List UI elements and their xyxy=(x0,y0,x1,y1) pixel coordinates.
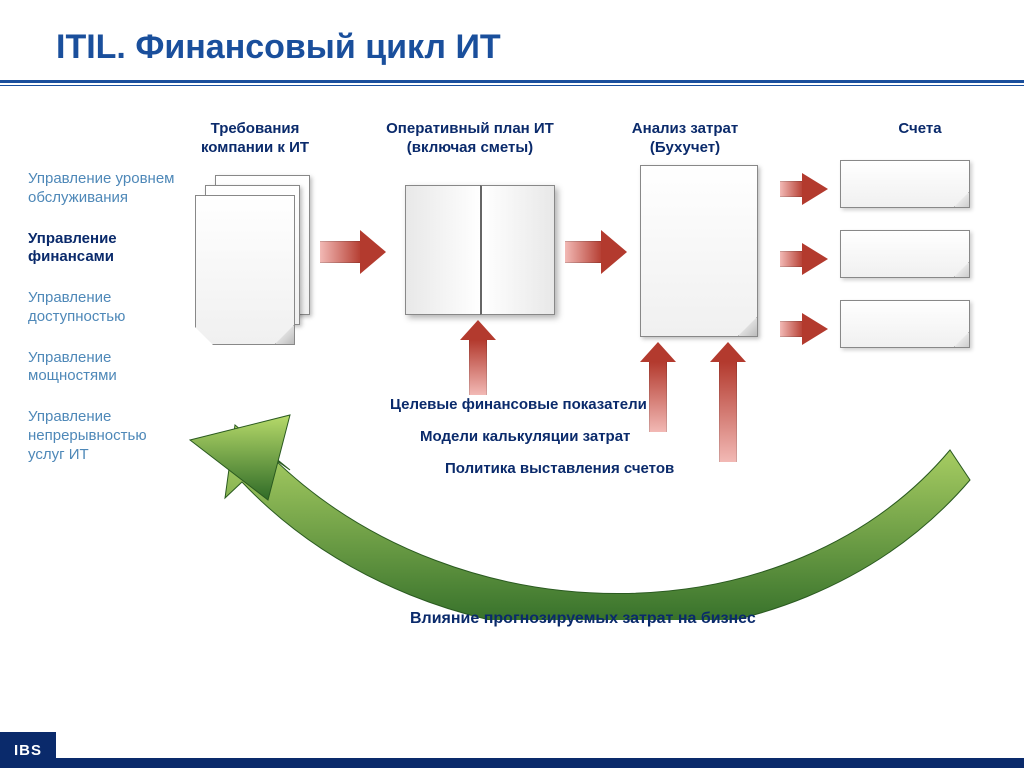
flow-arrow-icon xyxy=(780,312,828,346)
col-label-line: Требования xyxy=(211,120,300,137)
requirements-docs-icon xyxy=(195,175,315,345)
title-rule xyxy=(0,80,1024,86)
flow-arrow-icon xyxy=(320,230,390,274)
feedback-label: Влияние прогнозируемых затрат на бизнес xyxy=(410,610,756,628)
analysis-doc-icon xyxy=(640,165,760,340)
col-label-requirements: Требования компании к ИТ xyxy=(180,120,330,158)
col-label-line: Анализ затрат xyxy=(632,120,738,137)
invoice-icon xyxy=(840,230,970,278)
sidebar-item-slm: Управление уровнем обслуживания xyxy=(28,170,178,208)
sidebar-item-availability: Управление доступностью xyxy=(28,289,178,327)
invoice-icon xyxy=(840,160,970,208)
bottom-bar xyxy=(0,758,1024,768)
diagram: Требования компании к ИТ Оперативный пла… xyxy=(180,120,1010,660)
col-label-plan: Оперативный план ИТ (включая сметы) xyxy=(370,120,570,158)
invoice-icon xyxy=(840,300,970,348)
flow-arrow-icon xyxy=(780,242,828,276)
col-label-line: компании к ИТ xyxy=(201,139,309,156)
slide-title: ITIL. Финансовый цикл ИТ xyxy=(56,28,501,67)
logo-badge: IBS xyxy=(0,732,56,768)
flow-arrow-icon xyxy=(565,230,630,274)
col-label-line: Счета xyxy=(898,120,941,137)
flow-arrow-icon xyxy=(780,172,828,206)
col-label-invoices: Счета xyxy=(860,120,980,139)
col-label-line: (включая сметы) xyxy=(407,139,533,156)
col-label-line: Оперативный план ИТ xyxy=(386,120,554,137)
sidebar-item-financial: Управление финансами xyxy=(28,230,178,268)
col-label-line: (Бухучет) xyxy=(650,139,720,156)
plan-booklet-icon xyxy=(405,185,555,315)
feedback-arrow-icon xyxy=(30,380,990,620)
col-label-analysis: Анализ затрат (Бухучет) xyxy=(600,120,770,158)
